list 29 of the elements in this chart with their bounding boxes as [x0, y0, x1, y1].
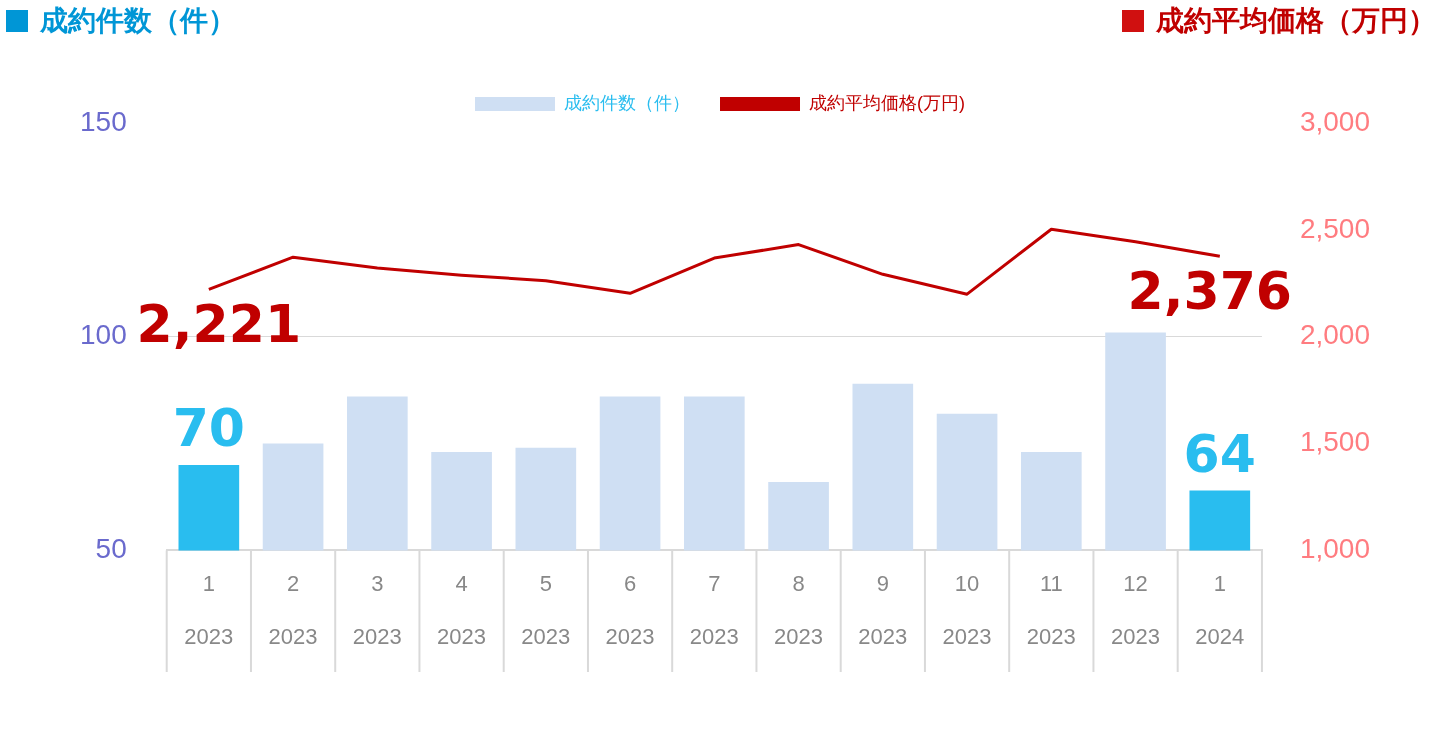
y2-tick-label: 2,000	[1299, 319, 1371, 351]
category-label: 10 2023	[942, 570, 992, 649]
category-label: 3 2023	[352, 570, 402, 649]
category-label: 1 2024	[1195, 570, 1245, 649]
y2-tick-label: 1,000	[1299, 533, 1371, 565]
y-tick-label: 150	[80, 105, 127, 137]
category-label: 5 2023	[521, 570, 571, 649]
category-label: 1 2023	[184, 570, 234, 649]
data-label: 2,376	[1127, 260, 1293, 321]
data-label: 2,221	[136, 293, 302, 354]
category-label: 4 2023	[437, 570, 487, 649]
category-label: 6 2023	[605, 570, 655, 649]
category-label: 12 2023	[1111, 570, 1161, 649]
y2-axis-title: 成約平均価格（万円）	[1156, 3, 1436, 39]
category-label: 2 2023	[268, 570, 318, 649]
category-label: 11 2023	[1026, 570, 1076, 649]
category-label: 8 2023	[774, 570, 824, 649]
category-label: 7 2023	[689, 570, 739, 649]
legend-label: 成約件数（件）	[564, 92, 691, 113]
y-tick-label: 100	[80, 319, 127, 351]
category-label: 9 2023	[858, 570, 908, 649]
y2-tick-label: 3,000	[1299, 105, 1371, 137]
y2-tick-label: 1,500	[1299, 426, 1371, 458]
data-label: 70	[172, 398, 246, 459]
legend-label: 成約平均価格(万円)	[809, 92, 966, 113]
y2-tick-label: 2,500	[1299, 212, 1371, 244]
y-tick-label: 50	[95, 533, 127, 565]
data-label: 64	[1183, 424, 1256, 485]
y-axis-title: 成約件数（件）	[40, 3, 236, 39]
